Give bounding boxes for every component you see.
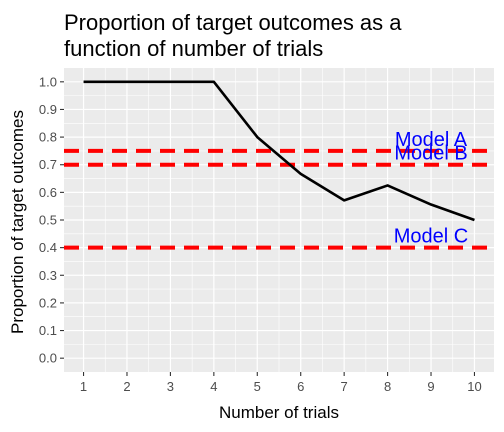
data-point — [474, 219, 476, 221]
data-point — [387, 185, 389, 187]
annotation-label: Model C — [394, 226, 468, 248]
x-tick-label: 8 — [384, 379, 391, 394]
y-axis: 0.0 0.1 0.2 0.3 0.4 0.5 0.6 0.7 0.8 0.9 1.0 — [39, 74, 64, 366]
x-tick-label: 5 — [254, 379, 261, 394]
x-tick-label: 3 — [167, 379, 174, 394]
y-tick-label: 0.3 — [39, 268, 57, 283]
grid-lines — [64, 68, 494, 372]
series-line-1 — [83, 80, 475, 222]
data-point — [343, 200, 345, 202]
x-tick-label: 1 — [80, 379, 87, 394]
y-tick-label: 0.7 — [39, 157, 57, 172]
x-tick-label: 9 — [427, 379, 434, 394]
y-tick-label: 0.5 — [39, 213, 57, 228]
data-point — [83, 81, 85, 83]
y-tick-label: 0.6 — [39, 185, 57, 200]
y-axis-title: Proportion of target outcomes — [8, 110, 27, 334]
y-tick-label: 0.9 — [39, 102, 57, 117]
x-tick-label: 4 — [210, 379, 217, 394]
x-axis-title: Number of trials — [219, 403, 339, 422]
data-point — [430, 204, 432, 206]
series-layer — [83, 80, 476, 222]
data-point — [213, 81, 215, 83]
y-tick-label: 0.0 — [39, 351, 57, 366]
y-tick-label: 0.8 — [39, 130, 57, 145]
data-point — [126, 81, 128, 83]
chart-title-line-1: Proportion of target outcomes as a — [64, 10, 402, 35]
x-tick-label: 2 — [123, 379, 130, 394]
data-point — [256, 136, 258, 138]
y-tick-label: 1.0 — [39, 74, 57, 89]
y-tick-label: 0.1 — [39, 323, 57, 338]
annotation-label: Model B — [394, 143, 467, 165]
x-axis: 1 2 3 4 5 6 7 8 9 10 — [80, 372, 482, 394]
x-tick-label: 6 — [297, 379, 304, 394]
data-point — [300, 173, 302, 175]
y-tick-label: 0.4 — [39, 240, 57, 255]
data-point — [170, 81, 172, 83]
x-tick-label: 7 — [341, 379, 348, 394]
annotation-label: Model A — [395, 129, 468, 151]
y-tick-label: 0.2 — [39, 295, 57, 310]
x-tick-label: 10 — [467, 379, 481, 394]
chart-title-line-2: function of number of trials — [64, 36, 323, 61]
